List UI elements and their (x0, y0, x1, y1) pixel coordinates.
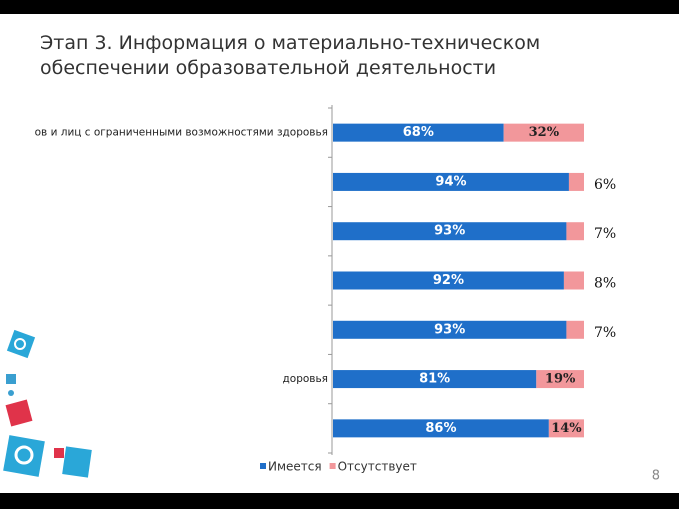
bar-segment (333, 320, 567, 339)
bar-segment (333, 123, 504, 142)
value-label: 68% (403, 125, 434, 140)
value-label: 7% (594, 325, 616, 341)
bar-segment (568, 172, 584, 191)
category-label: ов и лиц с ограниченными возможностями з… (35, 127, 328, 139)
legend-swatch (260, 463, 266, 469)
bar-segment (333, 172, 569, 191)
category-label: доровья (283, 373, 328, 385)
icon (54, 448, 64, 458)
bar-segment (566, 320, 584, 339)
bottom-band (0, 493, 679, 509)
value-label: 92% (433, 273, 464, 288)
bar-segment (536, 370, 584, 389)
bar-segment (333, 370, 537, 389)
value-label: 14% (551, 421, 582, 436)
bar-segment (566, 222, 584, 241)
value-label: 93% (434, 224, 465, 239)
value-label: 94% (435, 174, 466, 189)
icon (6, 374, 16, 384)
title-line: обеспечении образовательной деятельности (40, 57, 496, 79)
value-label: 19% (545, 372, 576, 387)
icon (5, 399, 33, 427)
value-label: 86% (425, 421, 456, 436)
legend-swatch (329, 463, 336, 469)
decor-icons (3, 329, 92, 478)
value-label: 32% (529, 125, 560, 140)
title-line: Этап 3. Информация о материально-техниче… (40, 32, 540, 54)
icon (8, 390, 14, 396)
bar-segment (333, 271, 564, 290)
icon (14, 445, 34, 465)
value-label: 7% (594, 226, 616, 242)
bar-segment (333, 222, 567, 241)
icon (6, 329, 36, 359)
bar-segment (333, 419, 549, 438)
icon (3, 435, 45, 477)
bar-segment (503, 123, 584, 142)
page-number: 8 (652, 469, 660, 484)
legend-label: Отсутствует (338, 460, 417, 474)
value-label: 93% (434, 322, 465, 337)
value-label: 81% (419, 372, 450, 387)
icon (62, 446, 92, 478)
value-label: 8% (594, 276, 616, 292)
bar-segment (563, 271, 584, 290)
value-label: 6% (594, 177, 616, 193)
icon (14, 338, 26, 350)
legend-label: Имеется (268, 460, 322, 474)
top-band (0, 0, 679, 14)
bar-segment (548, 419, 584, 438)
slide-title: Этап 3. Информация о материально-техниче… (40, 32, 540, 79)
